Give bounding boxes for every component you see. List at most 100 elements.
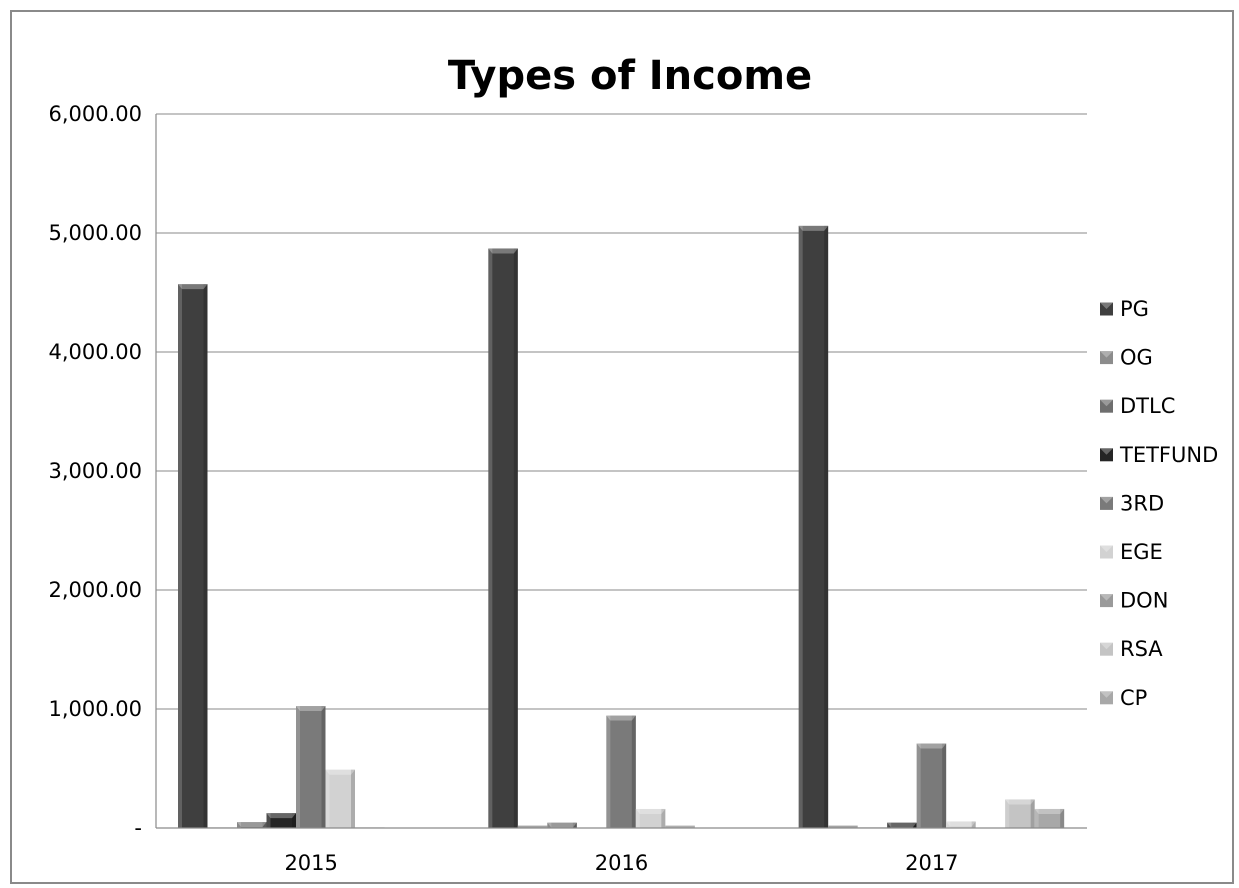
bar-bevel-left (296, 706, 300, 828)
x-tick-label-2015: 2015 (284, 851, 337, 875)
bar-bevel-right (912, 822, 917, 828)
legend-label: DTLC (1120, 394, 1175, 418)
bar-bevel-right (971, 821, 976, 828)
legend-label: RSA (1120, 637, 1163, 661)
legend-item-3rd: 3RD (1100, 491, 1164, 515)
bar-pg-2017 (798, 225, 829, 829)
y-tick-label-5000: 5,000.00 (48, 221, 142, 245)
bar-body (635, 808, 666, 828)
bar-bevel-top (635, 808, 666, 814)
legend-swatch (1100, 399, 1113, 413)
bar-rsa-2017 (1005, 799, 1035, 828)
bar-bevel-top (1034, 808, 1065, 814)
bar-body (237, 822, 267, 828)
bar-bevel-right (631, 715, 636, 828)
legend-item-og: OG (1100, 346, 1153, 370)
bar-body (517, 825, 548, 828)
bars (178, 225, 1065, 829)
bar-bevel-top (296, 706, 326, 712)
bar-body (178, 284, 208, 828)
legend-swatch (1100, 642, 1113, 656)
y-tick-label-6000: 6,000.00 (48, 102, 142, 126)
legend-swatch (1100, 691, 1113, 705)
chart-title: Types of Income (448, 53, 812, 99)
chart-frame: Types of Income - 1,000.00 2,000.00 3,000.0… (10, 10, 1234, 884)
bar-bevel-top (916, 743, 947, 749)
gridlines (156, 113, 1087, 710)
bar-bevel-top (946, 821, 976, 827)
bar-body (946, 821, 976, 828)
legend-swatch (1100, 545, 1113, 559)
bar-body (1034, 808, 1065, 828)
bar-bevel-left (916, 743, 921, 828)
bar-bevel-right (1030, 799, 1035, 828)
bar-tetfund-2015 (266, 813, 296, 828)
bar-og-2016 (517, 825, 548, 828)
bar-bevel-left (178, 284, 182, 828)
bar-bevel-right (824, 225, 829, 829)
bar-bevel-left (887, 822, 892, 828)
legend-swatch-bevel (1100, 351, 1113, 358)
bar-bevel-left (237, 822, 241, 828)
bar-dtlc-2016 (547, 822, 577, 828)
bar-pg-2016 (488, 248, 518, 829)
bar-body (606, 715, 636, 828)
bar-bevel-top (178, 284, 208, 290)
bar-bevel-top (325, 769, 355, 775)
bar-bevel-top (266, 813, 296, 819)
bar-bevel-top (547, 822, 577, 828)
legend-label: DON (1120, 589, 1168, 613)
bar-cp-2017 (1034, 808, 1065, 828)
bar-bevel-right (292, 813, 296, 828)
bar-3rd-2015 (296, 706, 326, 828)
y-tick-label-4000: 4,000.00 (48, 340, 142, 364)
legend: PG OG DTLC TETFUND 3RD EGE DON RSA CP (1100, 297, 1218, 710)
bar-3rd-2017 (916, 743, 947, 828)
bar-don-2016 (665, 825, 695, 828)
bar-bevel-top (606, 715, 636, 721)
legend-swatch-bevel (1100, 399, 1113, 407)
bar-bevel-left (266, 813, 271, 828)
legend-swatch-bevel (1100, 594, 1113, 601)
legend-swatch (1100, 594, 1113, 608)
legend-swatch-bevel (1100, 448, 1113, 455)
legend-item-pg: PG (1100, 297, 1149, 321)
bar-body (887, 822, 917, 828)
y-tick-label-0: - (134, 816, 142, 840)
bar-bevel-right (942, 743, 947, 828)
bar-bevel-right (203, 284, 208, 828)
bar-bevel-right (513, 248, 518, 829)
legend-label: EGE (1120, 540, 1163, 564)
bar-bevel-top (1005, 799, 1035, 805)
legend-swatch (1100, 496, 1113, 510)
legend-swatch-bevel (1100, 691, 1113, 698)
bar-bevel-left (635, 808, 640, 828)
bar-bevel-left (606, 715, 611, 828)
bar-bevel-top (488, 248, 518, 254)
bar-body (665, 825, 695, 828)
bar-ege-2016 (635, 808, 666, 828)
bar-bevel-right (1060, 808, 1065, 828)
bar-chart: Types of Income - 1,000.00 2,000.00 3,000.0… (48, 53, 1218, 875)
y-tick-label-3000: 3,000.00 (48, 459, 142, 483)
bar-3rd-2016 (606, 715, 636, 828)
bar-bevel-right (321, 706, 326, 828)
bar-og-2017 (828, 825, 858, 828)
bar-dtlc-2015 (237, 822, 267, 828)
legend-label: PG (1120, 297, 1149, 321)
bar-bevel-left (325, 769, 330, 828)
x-tick-label-2016: 2016 (595, 851, 648, 875)
bar-bevel-left (488, 248, 493, 829)
bar-body (296, 706, 326, 828)
legend-swatch (1100, 448, 1113, 462)
bar-bevel-right (572, 822, 577, 828)
bar-bevel-top (828, 825, 858, 828)
bar-bevel-left (1005, 799, 1010, 828)
bar-ege-2017 (946, 821, 976, 828)
legend-item-cp: CP (1100, 686, 1147, 710)
bar-body (1005, 799, 1035, 828)
bar-bevel-left (946, 821, 951, 828)
bar-bevel-right (661, 808, 666, 828)
legend-item-tetfund: TETFUND (1100, 443, 1218, 467)
y-tick-label-1000: 1,000.00 (48, 697, 142, 721)
